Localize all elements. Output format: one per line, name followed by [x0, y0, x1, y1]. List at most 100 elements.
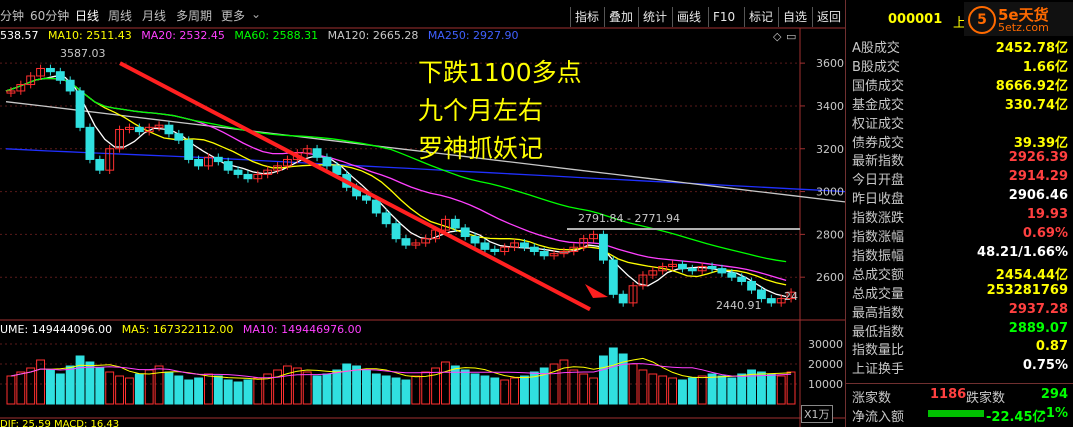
quote-value: 2914.29 [1008, 169, 1068, 185]
quote-value: 39.39亿 [1013, 135, 1068, 151]
candle-body [450, 218, 460, 229]
stats-button[interactable]: 统计 [638, 7, 671, 27]
volume-bar [520, 375, 529, 405]
candle-body [658, 265, 668, 272]
volume-bar [253, 377, 263, 405]
candle-body [687, 268, 697, 272]
volume-bar [332, 369, 342, 405]
volume-bar [6, 375, 16, 405]
candle-body [85, 126, 95, 160]
overlay-button[interactable]: 叠加 [604, 7, 637, 27]
period-weekly[interactable]: 周线 [108, 9, 133, 23]
watchlist-button[interactable]: 自选 [778, 7, 811, 27]
volume-bar [273, 369, 282, 405]
quote-value: 253281769 [986, 282, 1068, 298]
volume-bar [362, 369, 371, 405]
volume-bar [707, 373, 717, 405]
logo-icon: 5 [968, 6, 996, 34]
candle-body [55, 71, 65, 81]
volume-bar [766, 373, 776, 405]
quote-label: 总成交量 [852, 286, 905, 302]
indicator-button[interactable]: 指标 [570, 7, 603, 27]
candle-body [470, 236, 480, 244]
volume-bar [431, 367, 440, 405]
quote-row: 最新指数 2926.39 [852, 150, 1072, 169]
volume-bar [371, 373, 381, 405]
quote-label: 权证成交 [852, 116, 905, 132]
unit-label[interactable]: X1万 [801, 405, 833, 423]
candle-body [125, 126, 134, 130]
volume-tick-label: 10000 [808, 378, 843, 391]
volume-bar [95, 367, 105, 405]
candle-body [273, 165, 282, 171]
candle-body [628, 285, 638, 304]
period-more[interactable]: 更多 [221, 9, 246, 23]
volume-bar [263, 373, 273, 405]
volume-bar [213, 375, 223, 405]
volume-bar [529, 371, 539, 405]
back-button[interactable]: 返回 [812, 7, 845, 27]
collapse-icon: ◇ [773, 30, 782, 43]
high-label: 3587.03 [60, 47, 106, 60]
volume-bar [539, 367, 549, 405]
quote-row: B股成交 1.66亿 [852, 56, 1072, 75]
candle-body [26, 75, 36, 86]
volume-bar [194, 377, 203, 405]
volume-bar [243, 379, 253, 405]
quote-label: 总成交额 [852, 267, 905, 283]
candle-body [569, 246, 579, 252]
draw-button[interactable]: 画线 [672, 7, 705, 27]
candle-body [233, 169, 243, 175]
candle-body [46, 67, 55, 73]
volume-bar [154, 365, 164, 405]
candle-body [174, 133, 184, 141]
quote-row: 国债成交 8666.92亿 [852, 75, 1072, 94]
stock-code[interactable]: 000001 [888, 12, 943, 27]
quote-label: 指数涨幅 [852, 230, 905, 245]
price-tick-label: 3200 [816, 143, 844, 156]
quote-value: 2926.39 [1008, 150, 1068, 166]
volume-bar [322, 373, 332, 405]
quote-row: 最高指数 2937.28 [852, 302, 1072, 321]
trend-arrow-head [585, 284, 608, 298]
quote-value: 2889.07 [1008, 320, 1068, 336]
candle-body [648, 270, 658, 276]
volume-bar [460, 369, 470, 405]
quote-label: 今日开盘 [852, 173, 905, 189]
volume-bar [421, 371, 431, 405]
period-daily[interactable]: 日线 [75, 9, 100, 23]
ma120-value: MA120: 2665.28 [327, 29, 419, 42]
flow-pct: -1% [1040, 406, 1068, 421]
trend-arrow [119, 61, 591, 312]
up-value: 1186 [930, 387, 967, 402]
quote-label: 债券成交 [852, 135, 905, 151]
quote-value: 2906.46 [1008, 188, 1068, 204]
candle-body [559, 251, 569, 255]
period-monthly[interactable]: 月线 [142, 9, 167, 23]
volume-bar [85, 361, 95, 405]
volume-bar [589, 377, 598, 405]
price-tick-label: 3000 [816, 186, 844, 199]
candle-body [105, 148, 115, 171]
candle-body [65, 79, 75, 92]
price-tick-label: 3600 [816, 57, 844, 70]
period-multi[interactable]: 多周期 [176, 9, 213, 23]
down-value: 294 [1040, 387, 1068, 402]
period-60min[interactable]: 60分钟 [30, 9, 70, 23]
candle-body [36, 67, 45, 77]
volume-bar [579, 373, 589, 405]
period-minute[interactable]: 分钟 [0, 9, 25, 23]
ma10-line [5, 77, 787, 286]
volume-bar [737, 373, 747, 405]
candle-body [134, 126, 144, 133]
quote-value: 48.21/1.66% [977, 244, 1068, 260]
candle-body [599, 233, 608, 261]
f10-button[interactable]: F10 [708, 7, 739, 27]
chevron-down-icon[interactable]: ⌄ [251, 7, 262, 21]
quote-panel: 000001 上证 5 5e天货 5etz.com A股成交2452.78亿B股… [845, 0, 1073, 427]
volume-bar [747, 369, 756, 405]
mark-button[interactable]: 标记 [744, 7, 777, 27]
candle-body [312, 148, 322, 158]
quote-row: 总成交额 2454.44亿 [852, 264, 1072, 283]
volume-bar [668, 377, 677, 405]
